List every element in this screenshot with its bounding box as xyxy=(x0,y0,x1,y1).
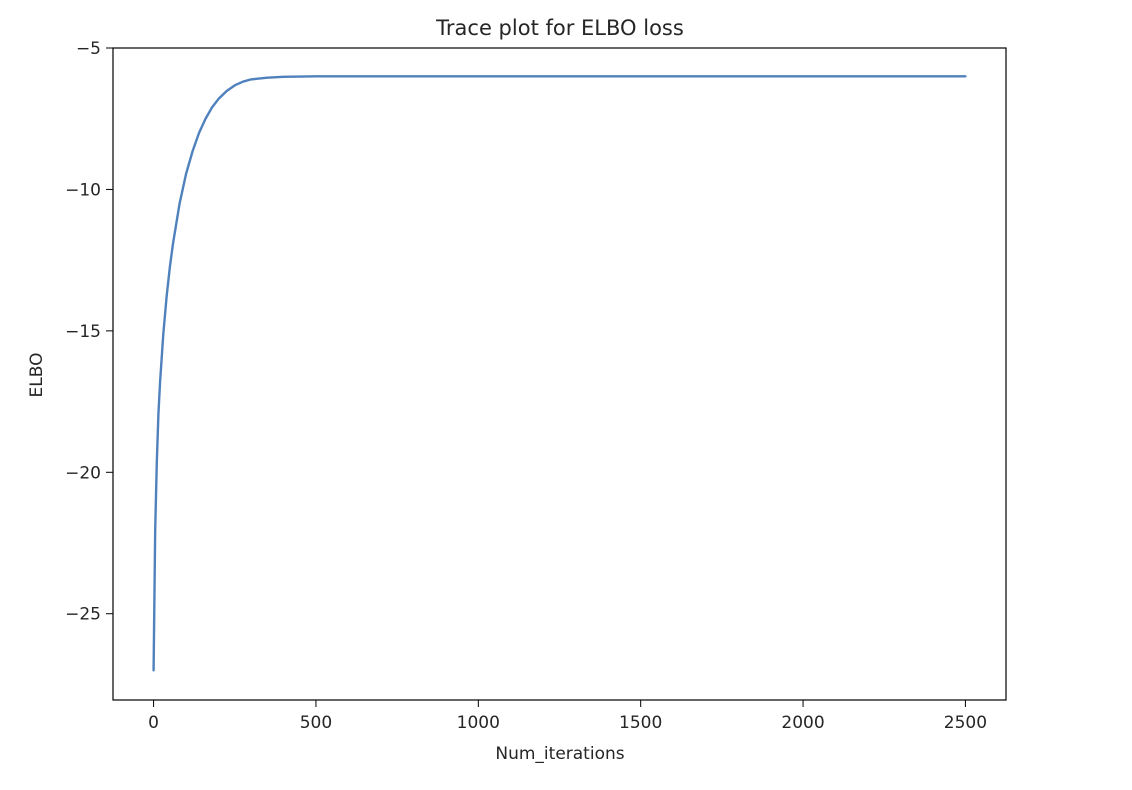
x-tick-label: 1500 xyxy=(619,713,662,733)
x-axis-ticks: 0 500 1000 1500 2000 2500 xyxy=(148,700,987,733)
y-tick-label: −10 xyxy=(65,180,101,200)
y-axis-ticks: −25 −20 −15 −10 −5 xyxy=(65,39,113,625)
x-tick-label: 500 xyxy=(300,713,332,733)
series-layer xyxy=(152,75,967,672)
y-tick-label: −25 xyxy=(65,605,101,625)
x-tick-label: 2000 xyxy=(781,713,824,733)
chart-title: Trace plot for ELBO loss xyxy=(435,16,684,40)
x-tick-label: 1000 xyxy=(457,713,500,733)
y-tick-label: −5 xyxy=(76,39,101,59)
x-axis-label: Num_iterations xyxy=(495,744,624,764)
x-tick-label: 0 xyxy=(148,713,159,733)
x-tick-label: 2500 xyxy=(944,713,987,733)
elbo-series-line xyxy=(152,75,967,672)
y-tick-label: −15 xyxy=(65,322,101,342)
y-axis-label: ELBO xyxy=(27,353,47,398)
plot-area-frame xyxy=(112,47,1007,701)
y-tick-label: −20 xyxy=(65,463,101,483)
